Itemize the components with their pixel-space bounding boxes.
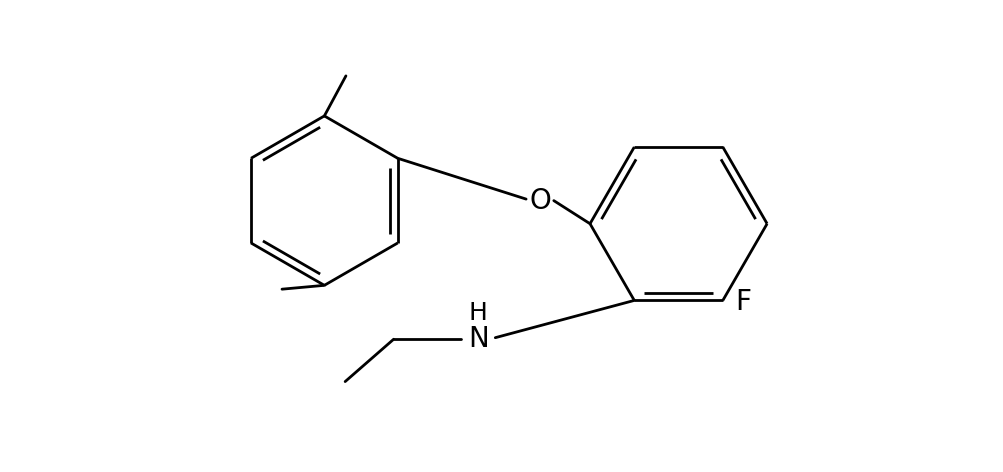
Text: O: O (529, 186, 551, 215)
Text: H: H (468, 301, 487, 325)
Text: N: N (467, 325, 488, 353)
Text: F: F (734, 288, 750, 316)
